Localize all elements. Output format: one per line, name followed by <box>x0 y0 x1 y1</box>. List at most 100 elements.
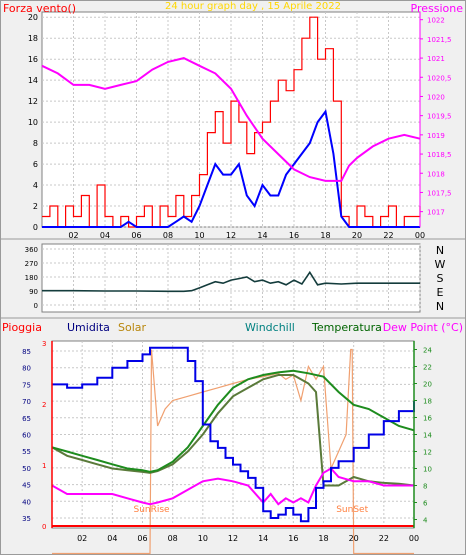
wind-x-tick-label: 18 <box>320 231 330 240</box>
humidity-y-tick-label: 45 <box>22 482 31 490</box>
humidity-y-tick-label: 40 <box>22 498 31 506</box>
wind-x-tick-label: 20 <box>352 231 362 240</box>
pressure-y-tick-label: 1017 <box>427 209 445 217</box>
humidity-y-tick-label: 65 <box>22 415 31 423</box>
rain-label: Pioggia <box>2 321 42 334</box>
temperature-x-tick-label: 12 <box>228 534 238 543</box>
pressure-line <box>41 57 421 182</box>
dewpoint-label: Dew Point (°C) <box>383 321 463 334</box>
wind-y-tick-label: 8 <box>33 139 38 148</box>
wind-axes: 02 04 06 08 10 12 14 16 18 20 22 000246810121416182… <box>28 12 452 240</box>
direction-compass-label: N <box>436 244 444 257</box>
sunrise-label: SunRise <box>133 505 170 515</box>
direction-y-tick-label: 180 <box>25 274 38 282</box>
wind-y-tick-label: 0 <box>33 223 38 232</box>
wind-x-tick-label: 12 <box>226 231 236 240</box>
windchill-label: Windchill <box>245 321 295 334</box>
temperature-y-tick-label: 12 <box>423 449 432 457</box>
direction-compass-label: S <box>437 272 444 285</box>
pressure-y-tick-label: 1022 <box>427 17 445 25</box>
pressure-y-tick-label: 1019,5 <box>427 113 452 121</box>
humidity-y-tick-label: 50 <box>22 465 31 473</box>
wind-series <box>41 16 421 228</box>
wind-chart-title: 24 hour graph day , 15 Aprile 2022 <box>165 1 341 12</box>
direction-y-tick-label: 360 <box>25 246 38 254</box>
wind-x-tick-label: 08 <box>163 231 173 240</box>
pressure-y-tick-label: 1020 <box>427 93 445 101</box>
rain-y-tick-label: 0 <box>42 523 46 531</box>
pressure-y-tick-label: 1020,5 <box>427 74 452 82</box>
wind-x-tick-label: 22 <box>383 231 393 240</box>
temperature-series <box>51 346 415 555</box>
wind-x-tick-label: 06 <box>131 231 141 240</box>
temperature-y-tick-label: 22 <box>423 364 432 372</box>
pressure-y-tick-label: 1021,5 <box>427 36 452 44</box>
wind-x-tick-label: 14 <box>257 231 267 240</box>
direction-grid <box>42 244 421 312</box>
wind-x-tick-label: 10 <box>194 231 204 240</box>
pressure-axis-label: Pressione <box>411 2 464 15</box>
wind-y-tick-label: 4 <box>33 181 38 190</box>
wind-y-tick-label: 12 <box>28 97 38 106</box>
temperature-y-tick-label: 20 <box>423 381 432 389</box>
temperature-y-tick-label: 6 <box>423 500 428 508</box>
humidity-y-tick-label: 75 <box>22 381 31 389</box>
humidity-y-tick-label: 85 <box>22 348 31 356</box>
direction-compass-label: N <box>436 300 444 313</box>
temperature-y-tick-label: 4 <box>423 517 428 525</box>
humidity-y-tick-label: 80 <box>22 365 31 373</box>
humidity-label: Umidita <box>67 321 110 334</box>
rain-y-tick-label: 3 <box>42 340 46 348</box>
temperature-y-tick-label: 14 <box>423 432 432 440</box>
temperature-x-tick-label: 22 <box>379 534 389 543</box>
temperature-x-tick-label: 06 <box>137 534 147 543</box>
temperature-line <box>51 369 415 473</box>
temperature-x-tick-label: 00 <box>409 534 419 543</box>
sunset-label: SunSet <box>336 505 368 515</box>
wind-y-tick-label: 10 <box>28 118 38 127</box>
humidity-y-tick-label: 70 <box>22 398 31 406</box>
temperature-y-tick-label: 16 <box>423 415 432 423</box>
wind-y-tick-label: 20 <box>28 13 38 22</box>
wind-x-tick-label: 00 <box>415 231 425 240</box>
humidity-y-tick-label: 55 <box>22 448 31 456</box>
temperature-label: Temperatura <box>311 321 382 334</box>
humidity-y-tick-label: 60 <box>22 432 31 440</box>
wind-line <box>42 16 421 228</box>
pressure-y-tick-label: 1017,5 <box>427 189 452 197</box>
temperature-y-tick-label: 10 <box>423 466 432 474</box>
temperature-x-tick-label: 18 <box>318 534 328 543</box>
temperature-x-tick-label: 20 <box>349 534 359 543</box>
direction-y-tick-label: 90 <box>29 288 38 296</box>
rain-y-tick-label: 1 <box>42 462 46 470</box>
direction-axes: 360 N 270 W 180 S 90 E 0 N <box>25 244 446 313</box>
temperature-x-tick-label: 14 <box>258 534 268 543</box>
temperature-y-tick-label: 24 <box>423 347 432 355</box>
temperature-axes: 02 04 06 08 10 12 14 16 18 20 22 003540455055606570… <box>22 340 432 543</box>
temperature-x-tick-label: 02 <box>77 534 87 543</box>
wind-direction-line <box>42 270 420 293</box>
pressure-y-tick-label: 1019 <box>427 132 445 140</box>
pressure-y-tick-label: 1018,5 <box>427 151 452 159</box>
wind-y-tick-label: 14 <box>28 76 38 85</box>
humidity-y-tick-label: 35 <box>22 515 31 523</box>
temperature-y-tick-label: 8 <box>423 483 427 491</box>
wind-x-tick-label: 02 <box>68 231 78 240</box>
temperature-x-tick-label: 04 <box>107 534 117 543</box>
temperature-x-tick-label: 16 <box>288 534 298 543</box>
wind-y-tick-label: 2 <box>33 202 38 211</box>
direction-y-tick-label: 0 <box>34 302 38 310</box>
wind-average-line <box>42 109 420 228</box>
wind-axis-label: Forza vento() <box>3 2 76 15</box>
wind-y-tick-label: 18 <box>28 34 38 43</box>
direction-compass-label: E <box>437 286 444 299</box>
direction-series <box>42 270 420 293</box>
temperature-y-tick-label: 18 <box>423 398 432 406</box>
pressure-y-tick-label: 1018 <box>427 170 445 178</box>
pressure-y-tick-label: 1021 <box>427 55 445 63</box>
direction-compass-label: W <box>435 258 446 271</box>
humidity-line <box>52 346 415 523</box>
wind-y-tick-label: 16 <box>28 55 38 64</box>
rain-y-tick-label: 2 <box>42 401 46 409</box>
